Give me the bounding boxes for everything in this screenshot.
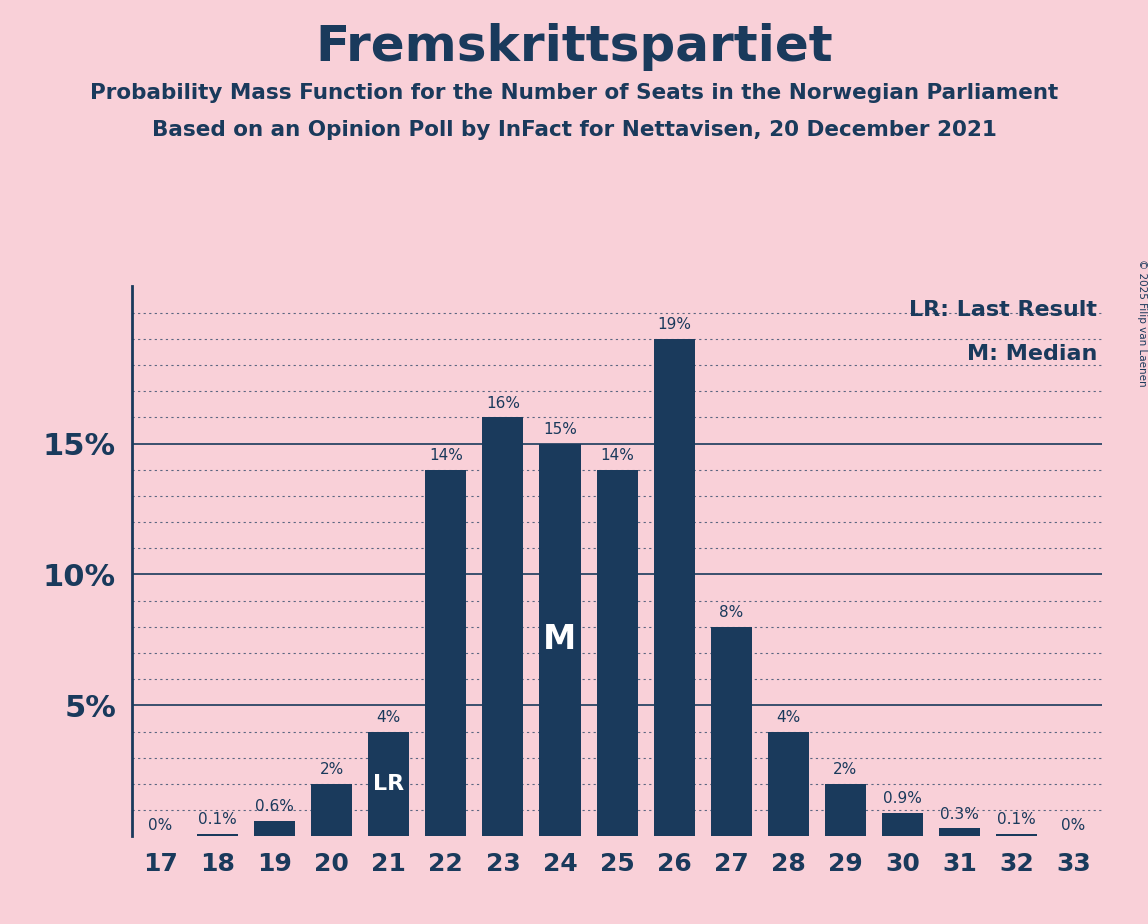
Text: 16%: 16% [486, 395, 520, 411]
Text: 0%: 0% [1062, 818, 1086, 833]
Bar [597, 469, 637, 836]
Text: 4%: 4% [377, 710, 401, 725]
Bar [996, 833, 1037, 836]
Text: © 2025 Filip van Laenen: © 2025 Filip van Laenen [1138, 259, 1147, 386]
Text: 4%: 4% [776, 710, 800, 725]
Text: LR: LR [373, 774, 404, 794]
Text: Based on an Opinion Poll by InFact for Nettavisen, 20 December 2021: Based on an Opinion Poll by InFact for N… [152, 120, 996, 140]
Bar [540, 444, 581, 836]
Bar [939, 828, 980, 836]
Bar [824, 784, 866, 836]
Text: 0.6%: 0.6% [255, 799, 294, 814]
Bar [311, 784, 352, 836]
Text: 14%: 14% [600, 448, 634, 463]
Bar [482, 418, 523, 836]
Text: 8%: 8% [719, 605, 743, 620]
Text: 0.3%: 0.3% [940, 807, 979, 821]
Bar [425, 469, 466, 836]
Text: M: M [543, 624, 576, 656]
Text: 15%: 15% [543, 422, 577, 437]
Text: 2%: 2% [833, 762, 858, 777]
Text: Probability Mass Function for the Number of Seats in the Norwegian Parliament: Probability Mass Function for the Number… [90, 83, 1058, 103]
Bar [653, 339, 695, 836]
Bar [711, 626, 752, 836]
Text: M: Median: M: Median [967, 344, 1097, 364]
Text: 14%: 14% [429, 448, 463, 463]
Bar [882, 813, 923, 836]
Text: 0.9%: 0.9% [883, 791, 922, 806]
Bar [197, 833, 238, 836]
Bar [768, 732, 809, 836]
Text: 2%: 2% [319, 762, 344, 777]
Text: 0%: 0% [148, 818, 172, 833]
Bar [369, 732, 410, 836]
Text: LR: Last Result: LR: Last Result [909, 300, 1097, 321]
Text: 0.1%: 0.1% [998, 812, 1035, 827]
Bar [254, 821, 295, 836]
Text: 19%: 19% [657, 317, 691, 333]
Text: Fremskrittspartiet: Fremskrittspartiet [316, 23, 832, 71]
Text: 0.1%: 0.1% [199, 812, 236, 827]
